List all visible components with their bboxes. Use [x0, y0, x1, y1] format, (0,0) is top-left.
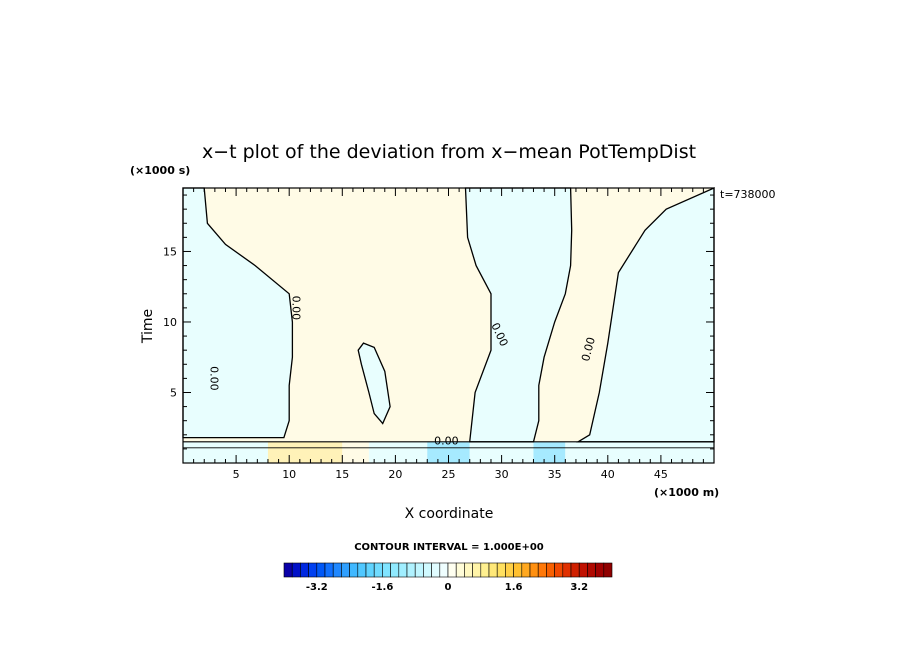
x-tick-label: 40: [601, 468, 615, 481]
band-cell-5: [469, 441, 534, 463]
band-cell-2: [342, 441, 369, 463]
colorbar-cell: [537, 562, 547, 578]
colorbar-cell: [390, 562, 400, 578]
y-tick-label: 15: [163, 245, 177, 258]
colorbar-cell: [414, 562, 424, 578]
time-label: t=738000: [720, 188, 776, 201]
colorbar-cell: [505, 562, 514, 578]
colorbar-cell: [570, 562, 580, 578]
contour-region-4: [358, 343, 391, 424]
x-tick-label: 30: [495, 468, 509, 481]
colorbar-cell: [324, 562, 334, 578]
colorbar-cell: [472, 562, 482, 578]
colorbar-cell: [529, 562, 539, 578]
colorbar-cell: [603, 562, 613, 578]
chart-title: x−t plot of the deviation from x−mean Po…: [202, 141, 696, 163]
contour-interval-label: CONTOUR INTERVAL = 1.000E+00: [354, 542, 544, 553]
colorbar-tick-label: 1.6: [505, 582, 523, 593]
colorbar-cell: [439, 562, 449, 578]
contour-region-3: [578, 188, 714, 442]
colorbar-cell: [464, 562, 473, 578]
contour-region-2: [465, 188, 572, 442]
contour-lines: [182, 187, 715, 443]
colorbar-cell: [382, 562, 391, 578]
x-tick-label: 35: [548, 468, 562, 481]
band-cell-4: [427, 441, 470, 463]
band-cell-1: [267, 441, 343, 463]
colorbar-cell: [283, 562, 293, 578]
colorbar-cell: [423, 562, 432, 578]
x-axis: 5 10 15 20 25 30 35 40 45: [193, 188, 704, 481]
x-tick-label: 5: [233, 468, 240, 481]
band-cell-3: [368, 441, 428, 463]
colorbar-cell: [587, 562, 596, 578]
colorbar-cell: [521, 562, 531, 578]
colorbar: -3.2 -1.6 0 1.6 3.2: [283, 562, 613, 593]
colorbar-cell: [349, 562, 359, 578]
y-tick-label: 5: [170, 386, 177, 399]
contour-region-0: [183, 188, 293, 438]
contour-line-0: [182, 187, 294, 439]
colorbar-cell: [332, 562, 342, 578]
band-cell-7: [565, 441, 630, 463]
colorbar-cell: [578, 562, 588, 578]
contour-line-label: 0.00: [208, 366, 221, 391]
contour-line-label: 0.00: [289, 296, 302, 321]
y-unit-label: (×1000 s): [130, 164, 190, 177]
contour-fills: [183, 188, 714, 442]
x-unit-label: (×1000 m): [654, 486, 719, 499]
band-cell-0: [183, 441, 268, 463]
colorbar-cell: [455, 562, 465, 578]
colorbar-cell: [488, 562, 498, 578]
band-cell-8: [629, 441, 714, 463]
contour-line-label: 0.00: [579, 336, 598, 363]
colorbar-cell: [496, 562, 506, 578]
colorbar-cell: [480, 562, 490, 578]
x-tick-label: 25: [442, 468, 456, 481]
y-axis: 5 10 15: [163, 194, 714, 450]
colorbar-cell: [546, 562, 555, 578]
colorbar-tick-label: -3.2: [306, 582, 328, 593]
colorbar-cell: [398, 562, 408, 578]
x-tick-label: 15: [335, 468, 349, 481]
x-tick-label: 20: [388, 468, 402, 481]
colorbar-cell: [291, 562, 301, 578]
y-axis-label: Time: [140, 309, 156, 344]
colorbar-cell: [406, 562, 416, 578]
colorbar-cell: [447, 562, 457, 578]
colorbar-cell: [300, 562, 309, 578]
colorbar-cell: [308, 562, 318, 578]
colorbar-cell: [357, 562, 367, 578]
colorbar-tick-label: 0: [445, 582, 452, 593]
colorbar-cell: [431, 562, 441, 578]
band-cell-6: [533, 441, 566, 463]
colorbar-cell: [373, 562, 383, 578]
x-tick-label: 45: [654, 468, 668, 481]
x-axis-label: X coordinate: [405, 506, 494, 522]
colorbar-cell: [513, 562, 523, 578]
contour-line-4: [357, 342, 391, 425]
contour-line-label: 0.00: [434, 435, 459, 448]
y-tick-label: 10: [163, 316, 177, 329]
plot-area: 0.000.000.000.000.00: [182, 187, 715, 464]
colorbar-cell: [595, 562, 605, 578]
colorbar-cell: [562, 562, 572, 578]
x-tick-label: 10: [282, 468, 296, 481]
contour-line-2: [464, 187, 573, 443]
colorbar-cell: [554, 562, 564, 578]
colorbar-cell: [341, 562, 350, 578]
colorbar-cell: [316, 562, 326, 578]
colorbar-tick-label: -1.6: [371, 582, 393, 593]
colorbar-cell: [365, 562, 375, 578]
near-surface-band: [183, 441, 714, 463]
colorbar-tick-label: 3.2: [570, 582, 588, 593]
